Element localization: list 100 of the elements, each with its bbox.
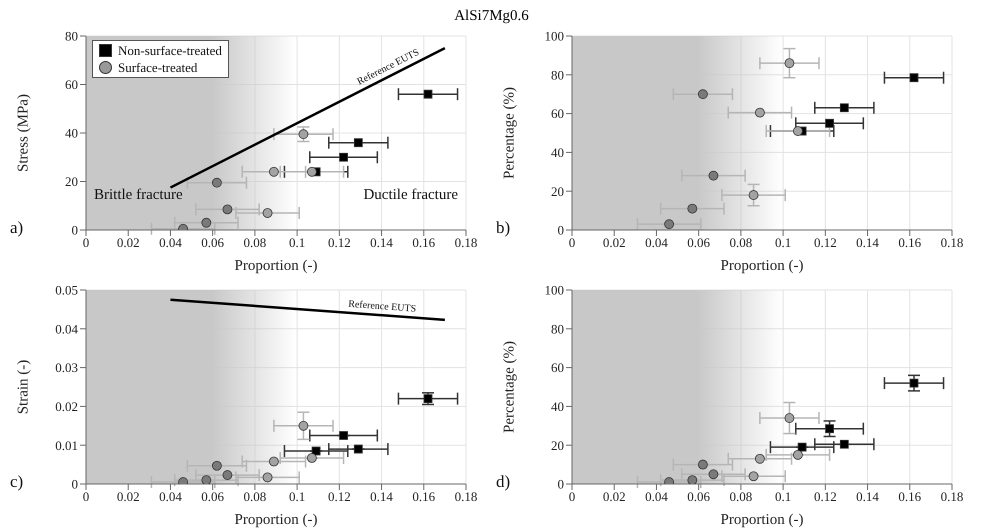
point	[664, 219, 674, 230]
point	[354, 444, 363, 454]
annotation: Brittle fracture	[94, 187, 183, 204]
x-tick-label: 0.12	[814, 235, 837, 250]
y-tick-label: 0	[72, 222, 78, 238]
point	[698, 89, 708, 100]
point	[784, 58, 794, 68]
x-tick-label: 0.16	[412, 235, 436, 250]
point	[212, 178, 222, 188]
point	[825, 118, 834, 128]
y-axis-title: Strain (-)	[15, 360, 32, 414]
legend-label: Surface-treated	[118, 59, 198, 76]
point	[840, 440, 849, 449]
x-axis-title: Proportion (-)	[720, 512, 804, 528]
point	[698, 460, 708, 470]
point	[687, 204, 698, 214]
point	[339, 152, 348, 162]
point	[687, 475, 698, 484]
point	[784, 413, 794, 423]
point	[754, 108, 765, 118]
point	[339, 431, 348, 440]
x-tick-label: 0.14	[370, 489, 394, 504]
point	[312, 446, 321, 456]
point	[354, 138, 363, 148]
y-tick-label: 0	[558, 476, 564, 492]
point	[424, 394, 432, 404]
y-tick-label: 80	[551, 321, 564, 336]
text: c)	[10, 472, 24, 492]
x-tick-label: 0.04	[645, 489, 668, 504]
y-tick-label: 0.04	[55, 321, 78, 336]
y-tick-label: 80	[65, 28, 78, 44]
point	[222, 204, 232, 214]
x-tick-label: 0.12	[328, 235, 351, 250]
point	[201, 218, 212, 228]
y-tick-label: 0	[72, 476, 78, 492]
x-tick-label: 0.04	[645, 235, 668, 250]
y-tick-label: 100	[544, 28, 564, 44]
y-axis-title: Percentage (%)	[501, 340, 518, 434]
point	[298, 129, 308, 140]
point	[212, 460, 222, 471]
point	[748, 190, 758, 200]
x-tick-label: 0.1	[774, 235, 792, 250]
x-tick-label: 0.06	[201, 489, 225, 504]
y-tick-label: 20	[551, 438, 564, 453]
x-tick-label: 0.06	[687, 235, 711, 250]
x-tick-label: 0.12	[328, 489, 351, 504]
x-tick-label: 0	[82, 235, 90, 250]
point	[708, 469, 718, 480]
x-axis-title: Proportion (-)	[720, 258, 804, 274]
x-tick-label: 0.18	[940, 235, 964, 250]
x-tick-label: 0.02	[116, 235, 140, 250]
point	[298, 420, 308, 431]
y-tick-label: 80	[551, 67, 564, 82]
x-tick-label: 0.18	[454, 489, 478, 504]
annotation: Reference EUTS	[348, 298, 417, 315]
x-tick-label: 0.1	[288, 489, 306, 504]
point	[306, 166, 317, 177]
point	[201, 475, 212, 484]
x-tick-label: 0.14	[856, 489, 880, 504]
point	[825, 424, 834, 434]
point	[840, 103, 849, 112]
x-tick-label: 0.06	[201, 235, 225, 250]
legend-label: Non-surface-treated	[118, 42, 222, 59]
point	[424, 90, 432, 99]
chart-title: AlSi7Mg0.6	[453, 8, 530, 24]
x-tick-label: 0.04	[159, 235, 182, 250]
x-tick-label: 0.12	[814, 489, 837, 504]
y-axis-title: Stress (MPa)	[15, 94, 32, 172]
y-tick-label: 0.05	[55, 282, 78, 298]
x-tick-label: 0.18	[454, 235, 478, 250]
text: b)	[496, 218, 510, 238]
y-tick-label: 0.01	[55, 438, 78, 453]
annotation: Ductile fracture	[363, 187, 458, 204]
x-tick-label: 0.16	[412, 489, 436, 504]
y-tick-label: 20	[551, 184, 564, 199]
x-tick-label: 0.08	[244, 489, 266, 504]
x-tick-label: 0.08	[730, 489, 752, 504]
y-tick-label: 100	[544, 282, 564, 298]
point	[268, 166, 279, 177]
y-tick-label: 60	[551, 106, 564, 122]
y-tick-label: 0	[558, 222, 564, 238]
x-tick-label: 0.1	[288, 235, 306, 250]
x-tick-label: 0.04	[159, 489, 182, 504]
y-tick-label: 0.02	[55, 399, 78, 414]
x-tick-label: 0.06	[687, 489, 711, 504]
y-tick-label: 0.03	[55, 360, 78, 376]
x-tick-label: 0.02	[116, 489, 140, 504]
y-tick-label: 40	[551, 145, 564, 160]
point	[910, 73, 918, 82]
point	[754, 454, 765, 464]
y-tick-label: 20	[65, 174, 78, 190]
x-tick-label: 0.02	[602, 489, 626, 504]
x-tick-label: 0.14	[370, 235, 394, 250]
x-axis-title: Proportion (-)	[234, 258, 318, 274]
x-tick-label: 0	[82, 489, 90, 504]
point	[792, 126, 803, 136]
text: d)	[496, 472, 510, 492]
x-tick-label: 0.1	[774, 489, 792, 504]
point	[222, 470, 232, 480]
point	[910, 378, 918, 388]
